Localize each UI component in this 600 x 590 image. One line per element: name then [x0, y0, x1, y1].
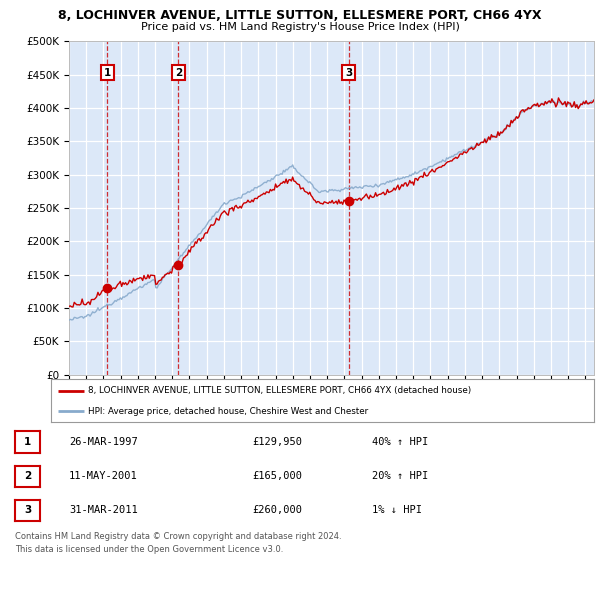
- Text: 1% ↓ HPI: 1% ↓ HPI: [372, 506, 422, 515]
- Text: 40% ↑ HPI: 40% ↑ HPI: [372, 437, 428, 447]
- Text: 3: 3: [345, 68, 352, 78]
- Text: 26-MAR-1997: 26-MAR-1997: [69, 437, 138, 447]
- Text: £165,000: £165,000: [252, 471, 302, 481]
- Text: 11-MAY-2001: 11-MAY-2001: [69, 471, 138, 481]
- Text: 8, LOCHINVER AVENUE, LITTLE SUTTON, ELLESMERE PORT, CH66 4YX: 8, LOCHINVER AVENUE, LITTLE SUTTON, ELLE…: [58, 9, 542, 22]
- Text: 1: 1: [24, 437, 31, 447]
- Text: £129,950: £129,950: [252, 437, 302, 447]
- Text: This data is licensed under the Open Government Licence v3.0.: This data is licensed under the Open Gov…: [15, 545, 283, 554]
- Text: Price paid vs. HM Land Registry's House Price Index (HPI): Price paid vs. HM Land Registry's House …: [140, 22, 460, 32]
- Text: 31-MAR-2011: 31-MAR-2011: [69, 506, 138, 515]
- Text: 8, LOCHINVER AVENUE, LITTLE SUTTON, ELLESMERE PORT, CH66 4YX (detached house): 8, LOCHINVER AVENUE, LITTLE SUTTON, ELLE…: [88, 386, 471, 395]
- Text: HPI: Average price, detached house, Cheshire West and Chester: HPI: Average price, detached house, Ches…: [88, 407, 368, 415]
- Text: 1: 1: [104, 68, 111, 78]
- Text: 2: 2: [175, 68, 182, 78]
- Text: 2: 2: [24, 471, 31, 481]
- Text: Contains HM Land Registry data © Crown copyright and database right 2024.: Contains HM Land Registry data © Crown c…: [15, 532, 341, 541]
- Text: £260,000: £260,000: [252, 506, 302, 515]
- Text: 3: 3: [24, 506, 31, 515]
- Text: 20% ↑ HPI: 20% ↑ HPI: [372, 471, 428, 481]
